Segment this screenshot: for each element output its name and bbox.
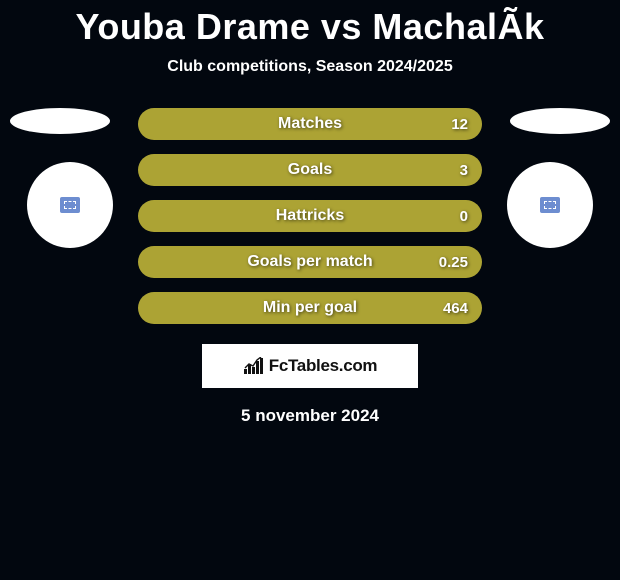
snapshot-date: 5 november 2024 xyxy=(0,406,620,426)
brand-text: FcTables.com xyxy=(269,356,378,376)
flag-right-oval xyxy=(510,108,610,134)
stat-label: Goals per match xyxy=(247,253,372,271)
comparison-content: Matches 12 Goals 3 Hattricks 0 Goals per… xyxy=(0,108,620,426)
stat-label: Matches xyxy=(278,115,342,133)
stat-pill-goals-per-match: Goals per match 0.25 xyxy=(138,246,482,278)
stat-value: 12 xyxy=(451,116,468,133)
stat-value: 0 xyxy=(460,208,468,225)
club-badge-left xyxy=(27,162,113,248)
season-subtitle: Club competitions, Season 2024/2025 xyxy=(0,58,620,76)
stat-label: Goals xyxy=(288,161,332,179)
stat-pill-goals: Goals 3 xyxy=(138,154,482,186)
placeholder-icon xyxy=(540,197,560,213)
stat-pill-list: Matches 12 Goals 3 Hattricks 0 Goals per… xyxy=(138,108,482,324)
stat-pill-matches: Matches 12 xyxy=(138,108,482,140)
stat-pill-min-per-goal: Min per goal 464 xyxy=(138,292,482,324)
stat-pill-hattricks: Hattricks 0 xyxy=(138,200,482,232)
brand-attribution: FcTables.com xyxy=(202,344,418,388)
club-badge-right xyxy=(507,162,593,248)
bars-icon xyxy=(243,357,265,375)
stat-value: 3 xyxy=(460,162,468,179)
placeholder-icon xyxy=(60,197,80,213)
stat-value: 464 xyxy=(443,300,468,317)
page-title: Youba Drame vs MachalÃ­k xyxy=(0,0,620,48)
stat-label: Min per goal xyxy=(263,299,357,317)
stat-label: Hattricks xyxy=(276,207,344,225)
stat-value: 0.25 xyxy=(439,254,468,271)
flag-left-oval xyxy=(10,108,110,134)
